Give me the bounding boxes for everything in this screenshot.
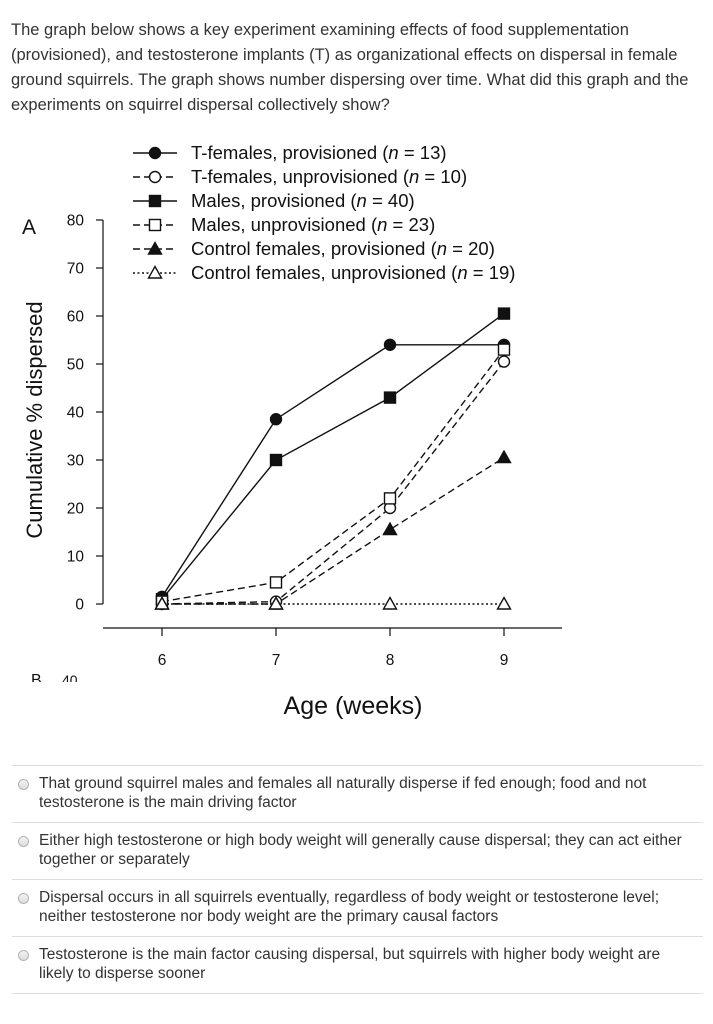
- cut-panel-label: B: [31, 672, 42, 689]
- radio-button[interactable]: [18, 950, 29, 961]
- data-point-control-females-unprovisioned: [382, 596, 398, 610]
- radio-button[interactable]: [18, 893, 29, 904]
- y-tick-label: 50: [67, 357, 85, 374]
- x-axis-label: Age (weeks): [284, 692, 423, 720]
- legend-label-control-females-unprovisioned: Control females, unprovisioned (n = 19): [191, 262, 515, 283]
- data-point-control-females-provisioned: [496, 449, 512, 464]
- answer-option-3[interactable]: Dispersal occurs in all squirrels eventu…: [12, 879, 703, 936]
- series-line-males-unprovisioned: [161, 349, 505, 603]
- data-point-males-unprovisioned: [497, 343, 511, 356]
- legend-marker-t-females-unprovisioned: [148, 170, 162, 184]
- answer-options: That ground squirrel males and females a…: [12, 765, 703, 994]
- cut-tick-label: 40: [62, 672, 78, 688]
- legend-label-males-provisioned: Males, provisioned (n = 40): [191, 190, 415, 211]
- y-tick-label: 20: [67, 501, 85, 518]
- dispersal-chart: T-females, provisioned (n = 13) T-females…: [22, 142, 562, 720]
- data-point-control-females-provisioned: [382, 521, 398, 536]
- series-line-t-females-provisioned: [161, 344, 504, 598]
- data-point-males-provisioned: [269, 453, 283, 467]
- series-line-t-females-unprovisioned: [161, 361, 505, 605]
- x-tick-label: 7: [272, 652, 281, 669]
- panel-label: A: [22, 216, 36, 239]
- series-line-males-provisioned: [161, 313, 505, 600]
- legend-marker-control-females-unprovisioned: [147, 265, 163, 279]
- legend-marker-males-provisioned: [148, 194, 162, 208]
- legend-marker-males-unprovisioned: [148, 218, 162, 232]
- data-point-t-females-provisioned: [383, 338, 397, 352]
- question-text: The graph below shows a key experiment e…: [11, 21, 689, 114]
- y-tick-label: 70: [67, 261, 85, 278]
- y-tick-label: 60: [67, 309, 85, 326]
- data-point-males-unprovisioned: [269, 576, 283, 589]
- answer-option-2[interactable]: Either high testosterone or high body we…: [12, 822, 703, 879]
- radio-button[interactable]: [18, 836, 29, 847]
- data-point-control-females-unprovisioned: [496, 596, 512, 610]
- chart-legend: T-females, provisioned (n = 13) T-females…: [133, 142, 515, 283]
- y-tick-label: 40: [67, 405, 85, 422]
- legend-label-control-females-provisioned: Control females, provisioned (n = 20): [191, 238, 495, 259]
- answer-label: Dispersal occurs in all squirrels eventu…: [39, 889, 660, 925]
- y-tick-label: 30: [67, 453, 85, 470]
- chart-plot-area: [154, 307, 512, 611]
- answer-label: Testosterone is the main factor causing …: [39, 946, 661, 982]
- answer-option-1[interactable]: That ground squirrel males and females a…: [12, 765, 703, 822]
- data-point-t-females-provisioned: [269, 413, 283, 426]
- x-tick-label: 8: [386, 652, 395, 669]
- y-tick-label: 0: [75, 597, 84, 614]
- data-point-males-provisioned: [497, 307, 511, 320]
- x-tick-label: 9: [500, 652, 509, 669]
- series-line-control-females-provisioned: [162, 457, 505, 605]
- data-point-control-females-unprovisioned: [268, 596, 284, 610]
- y-tick-label: 80: [67, 213, 85, 230]
- legend-label-t-females-unprovisioned: T-females, unprovisioned (n = 10): [191, 166, 467, 187]
- data-point-males-unprovisioned: [383, 492, 397, 505]
- chart-axes: 0 10 20 30 40 50 60 70 80 6 7 8 9 A B 40 Cumulative % di…: [22, 213, 562, 720]
- radio-button[interactable]: [18, 779, 29, 790]
- answer-label: Either high testosterone or high body we…: [39, 832, 682, 868]
- x-tick-label: 6: [158, 652, 167, 669]
- data-point-control-females-unprovisioned: [154, 596, 170, 610]
- answer-label: That ground squirrel males and females a…: [39, 775, 647, 811]
- data-point-t-females-unprovisioned: [497, 355, 511, 368]
- legend-marker-t-females-provisioned: [148, 146, 162, 160]
- legend-label-males-unprovisioned: Males, unprovisioned (n = 23): [191, 214, 435, 235]
- legend-marker-control-females-provisioned: [147, 241, 163, 255]
- y-tick-label: 10: [67, 549, 85, 566]
- answer-option-4[interactable]: Testosterone is the main factor causing …: [12, 936, 703, 994]
- legend-label-t-females-provisioned: T-females, provisioned (n = 13): [191, 142, 447, 163]
- y-axis-label: Cumulative % dispersed: [22, 301, 47, 538]
- data-point-males-provisioned: [383, 391, 397, 404]
